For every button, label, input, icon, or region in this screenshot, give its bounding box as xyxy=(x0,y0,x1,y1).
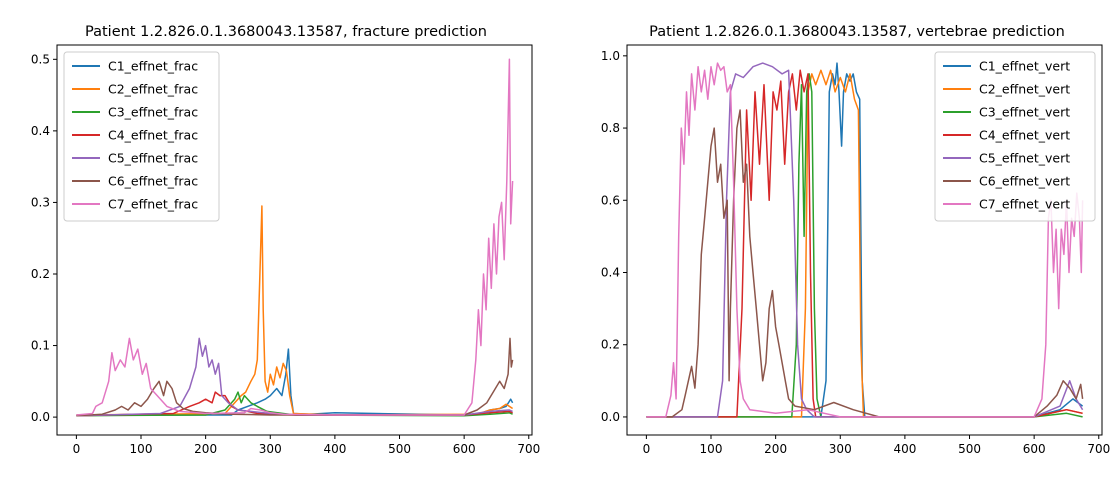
legend-label: C3_effnet_vert xyxy=(979,105,1070,120)
legend-label: C5_effnet_frac xyxy=(108,151,198,166)
y-tick-label: 0.5 xyxy=(31,52,50,66)
legend: C1_effnet_frac C2_effnet_frac C3_effnet_fr… xyxy=(63,51,220,222)
x-tick-label: 100 xyxy=(130,442,153,456)
x-tick-label: 500 xyxy=(958,442,981,456)
legend-label: C2_effnet_frac xyxy=(108,82,198,97)
x-tick-label: 400 xyxy=(323,442,346,456)
vertebrae-prediction-chart: Patient 1.2.826.0.1.3680043.13587, verte… xyxy=(601,24,1110,456)
y-tick-label: 0.6 xyxy=(601,193,620,207)
legend-label: C4_effnet_vert xyxy=(979,128,1070,143)
x-tick-label: 700 xyxy=(1087,442,1110,456)
y-tick-label: 0.0 xyxy=(601,410,620,424)
legend-label: C6_effnet_frac xyxy=(108,174,198,189)
y-axis-ticks: 0.0 0.1 0.2 0.3 0.4 0.5 xyxy=(31,52,57,424)
plot-frame xyxy=(626,44,1103,436)
legend-box xyxy=(63,51,220,222)
legend-label: C3_effnet_frac xyxy=(108,105,198,120)
series-line-c5-effnet-vert xyxy=(646,62,1084,418)
legend-label: C6_effnet_vert xyxy=(979,174,1070,189)
y-tick-label: 0.4 xyxy=(601,266,620,280)
y-tick-label: 1.0 xyxy=(601,49,620,63)
y-tick-label: 0.2 xyxy=(31,267,50,281)
series-lines xyxy=(646,62,1084,418)
x-tick-label: 600 xyxy=(1023,442,1046,456)
y-tick-label: 0.2 xyxy=(601,338,620,352)
x-tick-label: 0 xyxy=(73,442,81,456)
plot-frame xyxy=(56,44,533,436)
legend-label: C1_effnet_frac xyxy=(108,59,198,74)
legend-label: C1_effnet_vert xyxy=(979,59,1070,74)
x-tick-label: 200 xyxy=(764,442,787,456)
y-tick-label: 0.4 xyxy=(31,124,50,138)
x-tick-label: 600 xyxy=(453,442,476,456)
chart-title: Patient 1.2.826.0.1.3680043.13587, verte… xyxy=(649,24,1065,40)
series-line-c4-effnet-vert xyxy=(646,69,1083,418)
series-line-c7-effnet-vert xyxy=(646,62,1084,418)
series-line-c7-effnet-frac xyxy=(76,58,514,416)
y-tick-label: 0.0 xyxy=(31,410,50,424)
x-tick-label: 0 xyxy=(643,442,651,456)
series-line-c6-effnet-vert xyxy=(646,109,1084,418)
x-tick-label: 300 xyxy=(259,442,282,456)
legend-label: C7_effnet_vert xyxy=(979,197,1070,212)
y-tick-label: 0.8 xyxy=(601,121,620,135)
legend-box xyxy=(934,51,1096,222)
x-tick-label: 700 xyxy=(517,442,540,456)
series-line-c6-effnet-frac xyxy=(76,337,514,417)
legend-label: C2_effnet_vert xyxy=(979,82,1070,97)
x-tick-label: 500 xyxy=(388,442,411,456)
y-axis-ticks: 0.0 0.2 0.4 0.6 0.8 1.0 xyxy=(601,49,627,424)
fracture-prediction-chart: Patient 1.2.826.0.1.3680043.13587, fract… xyxy=(31,24,540,456)
legend-label: C5_effnet_vert xyxy=(979,151,1070,166)
legend-label: C7_effnet_frac xyxy=(108,197,198,212)
x-tick-label: 400 xyxy=(893,442,916,456)
y-tick-label: 0.1 xyxy=(31,339,50,353)
legend-label: C4_effnet_frac xyxy=(108,128,198,143)
x-axis-ticks: 0 100 200 300 400 500 600 700 xyxy=(643,435,1110,456)
legend: C1_effnet_vert C2_effnet_vert C3_effnet_ve… xyxy=(934,51,1096,222)
x-tick-label: 200 xyxy=(194,442,217,456)
y-tick-label: 0.3 xyxy=(31,195,50,209)
x-tick-label: 300 xyxy=(829,442,852,456)
series-lines xyxy=(76,58,514,417)
x-tick-label: 100 xyxy=(700,442,723,456)
chart-title: Patient 1.2.826.0.1.3680043.13587, fract… xyxy=(85,24,487,40)
x-axis-ticks: 0 100 200 300 400 500 600 700 xyxy=(73,435,540,456)
